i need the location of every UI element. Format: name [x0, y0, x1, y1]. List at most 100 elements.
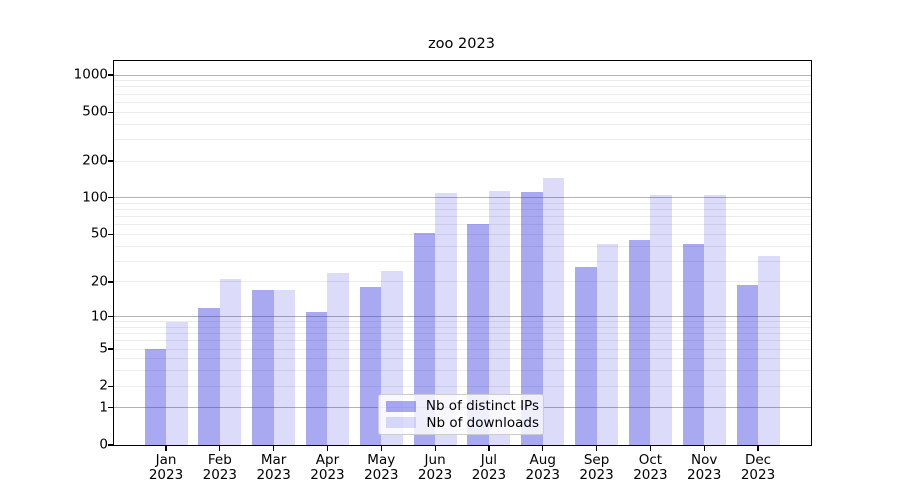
bar-distinct-ips-mar — [252, 290, 274, 445]
bar-downloads-mar — [273, 290, 296, 445]
bar-downloads-aug — [542, 178, 565, 445]
gridline — [114, 316, 811, 318]
y-tick-label: 100 — [82, 189, 108, 206]
gridline — [114, 86, 811, 88]
x-tick-label: Nov 2023 — [672, 453, 736, 483]
legend-item-distinct-ips: Nb of distinct IPs — [386, 398, 539, 414]
x-tick-label-month: Jan — [155, 452, 177, 468]
bar-downloads-dec — [758, 256, 780, 445]
bar-downloads-oct — [650, 194, 672, 445]
gridline — [114, 138, 811, 140]
bar-downloads-sep — [596, 243, 619, 445]
y-tick — [108, 111, 114, 113]
y-tick-label: 500 — [82, 103, 108, 120]
gridline — [114, 123, 811, 125]
bar-distinct-ips-jun — [413, 233, 436, 445]
gridline — [114, 224, 811, 226]
gridline — [114, 281, 811, 283]
x-tick-label-year: 2023 — [202, 467, 237, 483]
y-tick — [108, 348, 114, 350]
x-tick — [434, 445, 436, 451]
y-tick — [108, 197, 114, 199]
x-tick-label-year: 2023 — [256, 467, 291, 483]
x-tick — [273, 445, 275, 451]
y-tick-label: 20 — [90, 273, 108, 290]
x-tick-label-year: 2023 — [579, 467, 614, 483]
x-tick-label-month: Sep — [583, 452, 610, 468]
x-tick-label-month: Mar — [260, 452, 287, 468]
gridline — [114, 202, 811, 204]
gridline — [114, 197, 811, 199]
legend-label-distinct-ips: Nb of distinct IPs — [425, 398, 539, 415]
x-tick-label: Jul 2023 — [457, 453, 521, 483]
y-tick — [108, 74, 114, 76]
bar-distinct-ips-apr — [305, 311, 328, 445]
x-tick — [649, 445, 651, 451]
x-tick-label-year: 2023 — [740, 467, 776, 483]
y-tick-label: 1000 — [73, 66, 108, 83]
gridline — [114, 385, 811, 387]
gridline — [114, 80, 811, 82]
bar-distinct-ips-feb — [198, 307, 220, 445]
legend-label-downloads: Nb of downloads — [426, 414, 539, 431]
y-tick — [108, 315, 114, 318]
chart-title: zoo 2023 — [428, 36, 495, 52]
y-tick — [108, 385, 114, 387]
x-tick-label-year: 2023 — [417, 467, 453, 483]
x-tick-label: Dec 2023 — [726, 453, 790, 483]
x-tick-label-month: Dec — [744, 452, 772, 468]
x-tick-label: Jun 2023 — [403, 453, 467, 483]
x-tick — [757, 445, 759, 451]
x-tick-label-month: May — [367, 452, 396, 468]
bar-distinct-ips-jan — [144, 349, 166, 445]
gridline — [114, 340, 811, 342]
legend: Nb of distinct IPs Nb of downloads — [378, 394, 544, 435]
legend-swatch-distinct-ips — [386, 400, 416, 412]
x-tick — [219, 445, 221, 451]
x-tick-label-year: 2023 — [364, 467, 399, 483]
y-tick-label: 2 — [99, 377, 108, 394]
y-tick-label: 1 — [99, 399, 108, 416]
y-tick-label: 200 — [82, 152, 108, 169]
bar-downloads-nov — [704, 195, 726, 445]
y-tick — [108, 281, 114, 283]
bar-downloads-jan — [166, 321, 188, 445]
gridline — [114, 321, 811, 323]
gridline — [114, 333, 811, 335]
y-tick-label: 5 — [99, 340, 108, 357]
x-tick-label-month: Jun — [424, 452, 446, 468]
gridline — [114, 101, 811, 103]
x-tick-label-year: 2023 — [310, 467, 345, 483]
y-tick-label: 50 — [90, 225, 108, 242]
x-tick — [326, 445, 329, 451]
bar-distinct-ips-nov — [682, 243, 705, 445]
y-tick-label: 0 — [99, 436, 108, 453]
x-tick-label: Oct 2023 — [618, 453, 682, 483]
bar-downloads-jul — [488, 191, 511, 445]
bar-downloads-jun — [435, 192, 457, 445]
x-tick-label-year: 2023 — [687, 467, 722, 483]
bar-distinct-ips-jul — [467, 224, 489, 445]
y-tick-label: 10 — [90, 307, 108, 324]
gridline — [114, 358, 811, 360]
gridline — [114, 370, 811, 372]
gridline — [114, 74, 811, 76]
x-tick-label-year: 2023 — [633, 467, 668, 483]
gridline — [114, 326, 811, 328]
gridline — [114, 111, 811, 113]
bar-distinct-ips-sep — [575, 266, 597, 445]
x-tick-label: Jan 2023 — [134, 453, 198, 483]
gridline — [114, 233, 811, 235]
y-tick — [108, 233, 114, 236]
x-tick-label: Sep 2023 — [565, 453, 629, 483]
bar-distinct-ips-oct — [628, 239, 651, 445]
x-tick — [703, 445, 705, 451]
gridline — [114, 93, 811, 95]
x-tick-label-year: 2023 — [471, 467, 507, 483]
bar-distinct-ips-may — [359, 287, 382, 445]
gridline — [114, 348, 811, 350]
gridline — [114, 260, 811, 262]
bar-distinct-ips-aug — [521, 192, 543, 445]
plot-area: 0 1 2 5 10 20 50 100 200 500 1000 Jan 2023 Feb 2023 Mar… — [74, 60, 812, 483]
